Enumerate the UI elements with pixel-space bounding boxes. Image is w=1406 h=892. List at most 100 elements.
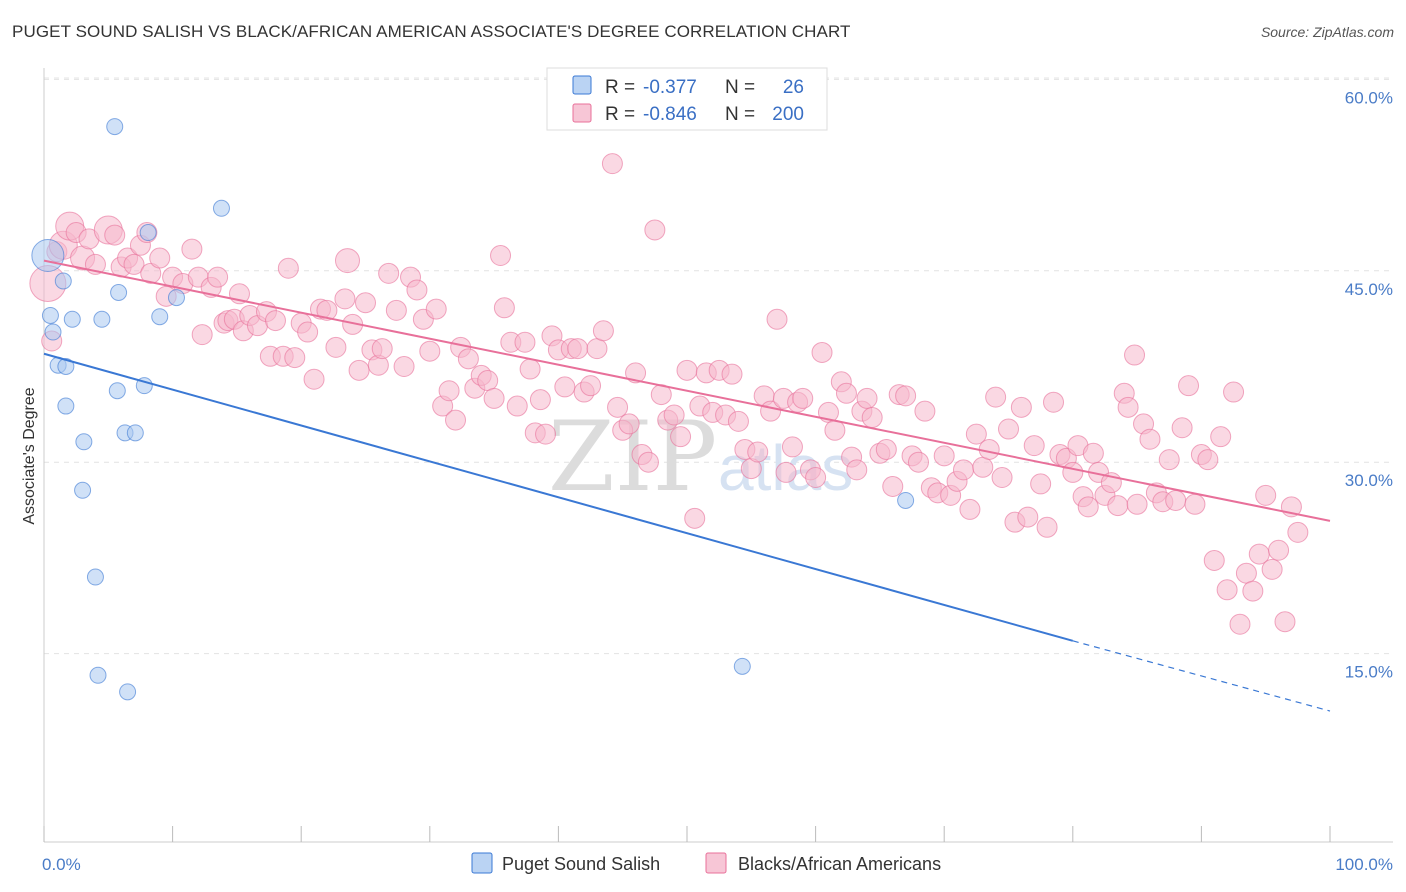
watermark: ZIP atlas	[548, 401, 853, 513]
blacks-point	[1178, 375, 1200, 397]
blacks-point	[684, 507, 706, 529]
blacks-point	[805, 467, 827, 489]
blacks-point	[277, 257, 299, 279]
blacks-point	[952, 459, 974, 481]
puget-point	[74, 481, 92, 499]
y-tick-label: 15.0%	[1345, 663, 1393, 682]
series-legend-swatch-puget	[471, 852, 493, 874]
blacks-point	[1223, 381, 1245, 403]
puget-point	[44, 323, 62, 341]
blacks-point	[663, 404, 685, 426]
blacks-point	[264, 310, 286, 332]
blacks-point	[371, 338, 393, 360]
blacks-point	[303, 368, 325, 390]
blacks-point	[727, 410, 749, 432]
blacks-point	[567, 338, 589, 360]
blacks-point	[781, 436, 803, 458]
blacks-point	[334, 248, 360, 274]
blacks-point	[1274, 611, 1296, 633]
blacks-point	[519, 358, 541, 380]
puget-point	[119, 683, 137, 701]
blacks-point	[766, 308, 788, 330]
blacks-point	[1197, 449, 1219, 471]
puget-point	[897, 491, 915, 509]
blacks-point	[875, 438, 897, 460]
y-tick-label: 45.0%	[1345, 280, 1393, 299]
blacks-point	[554, 376, 576, 398]
blacks-point	[907, 451, 929, 473]
puget-point	[54, 272, 72, 290]
legend-r-value-blacks: -0.846	[643, 104, 697, 125]
legend-r-value-puget: -0.377	[643, 77, 697, 98]
blacks-point	[965, 423, 987, 445]
series-legend: Puget Sound Salish Blacks/African Americ…	[471, 852, 941, 874]
blacks-point	[895, 385, 917, 407]
blacks-point	[644, 219, 666, 241]
blacks-point	[1210, 426, 1232, 448]
blacks-point	[824, 419, 846, 441]
puget-point	[733, 657, 751, 675]
y-tick-label: 30.0%	[1345, 471, 1393, 490]
blacks-point	[425, 298, 447, 320]
legend-swatch-puget	[572, 75, 592, 95]
blacks-point	[493, 297, 515, 319]
blacks-point	[477, 370, 499, 392]
blacks-point	[1126, 493, 1148, 515]
blacks-point	[445, 409, 467, 431]
blacks-point	[592, 320, 614, 342]
legend-swatch-blacks	[572, 103, 592, 123]
y-axis-label: Associate's Degree	[21, 387, 38, 524]
blacks-point	[406, 279, 428, 301]
blacks-point	[490, 244, 512, 266]
puget-trend-extension	[1072, 640, 1331, 712]
blacks-point	[1203, 549, 1225, 571]
source-credit: Source: ZipAtlas.com	[1260, 24, 1394, 40]
puget-point	[31, 238, 65, 272]
puget-point	[89, 666, 107, 684]
puget-point	[57, 358, 75, 375]
blacks-point	[618, 413, 640, 435]
blacks-point	[191, 324, 213, 346]
series-legend-swatch-blacks	[705, 852, 727, 874]
blacks-point	[325, 336, 347, 358]
blacks-point	[1036, 516, 1058, 538]
puget-point	[151, 308, 169, 326]
blacks-point	[181, 238, 203, 260]
stats-legend-box	[546, 67, 828, 131]
puget-point	[108, 382, 126, 400]
blacks-point	[385, 299, 407, 321]
blacks-point	[104, 224, 126, 246]
puget-point	[110, 283, 128, 301]
blacks-point	[1158, 449, 1180, 471]
blacks-point	[1010, 396, 1032, 418]
trend-lines	[43, 259, 1331, 712]
blacks-point	[856, 387, 878, 409]
blacks-point	[535, 423, 557, 445]
blacks-point	[378, 262, 400, 284]
blacks-point	[123, 253, 145, 275]
blacks-trend-line	[43, 259, 1331, 522]
blacks-point	[514, 331, 536, 353]
blacks-point	[1124, 344, 1146, 366]
blacks-point	[207, 266, 229, 288]
x-tick-label: 0.0%	[42, 855, 81, 874]
blacks-point	[419, 340, 441, 362]
blacks-point	[985, 386, 1007, 408]
axes	[43, 68, 1393, 843]
blacks-point	[676, 359, 698, 381]
puget-point	[93, 310, 111, 328]
blacks-point	[586, 338, 608, 360]
blacks-point	[348, 359, 370, 381]
blacks-point	[1139, 428, 1161, 450]
blacks-point	[959, 498, 981, 520]
y-tick-label: 60.0%	[1345, 88, 1393, 107]
blacks-point	[846, 459, 868, 481]
blacks-point	[1229, 613, 1251, 635]
blacks-point	[334, 288, 356, 310]
blacks-point	[1017, 506, 1039, 528]
blacks-point	[1165, 489, 1187, 511]
stats-legend: R = -0.377 N = 26 R = -0.846 N = 200	[546, 67, 828, 131]
series-blacks-points	[29, 153, 1309, 635]
x-tick-label: 100.0%	[1335, 855, 1393, 874]
